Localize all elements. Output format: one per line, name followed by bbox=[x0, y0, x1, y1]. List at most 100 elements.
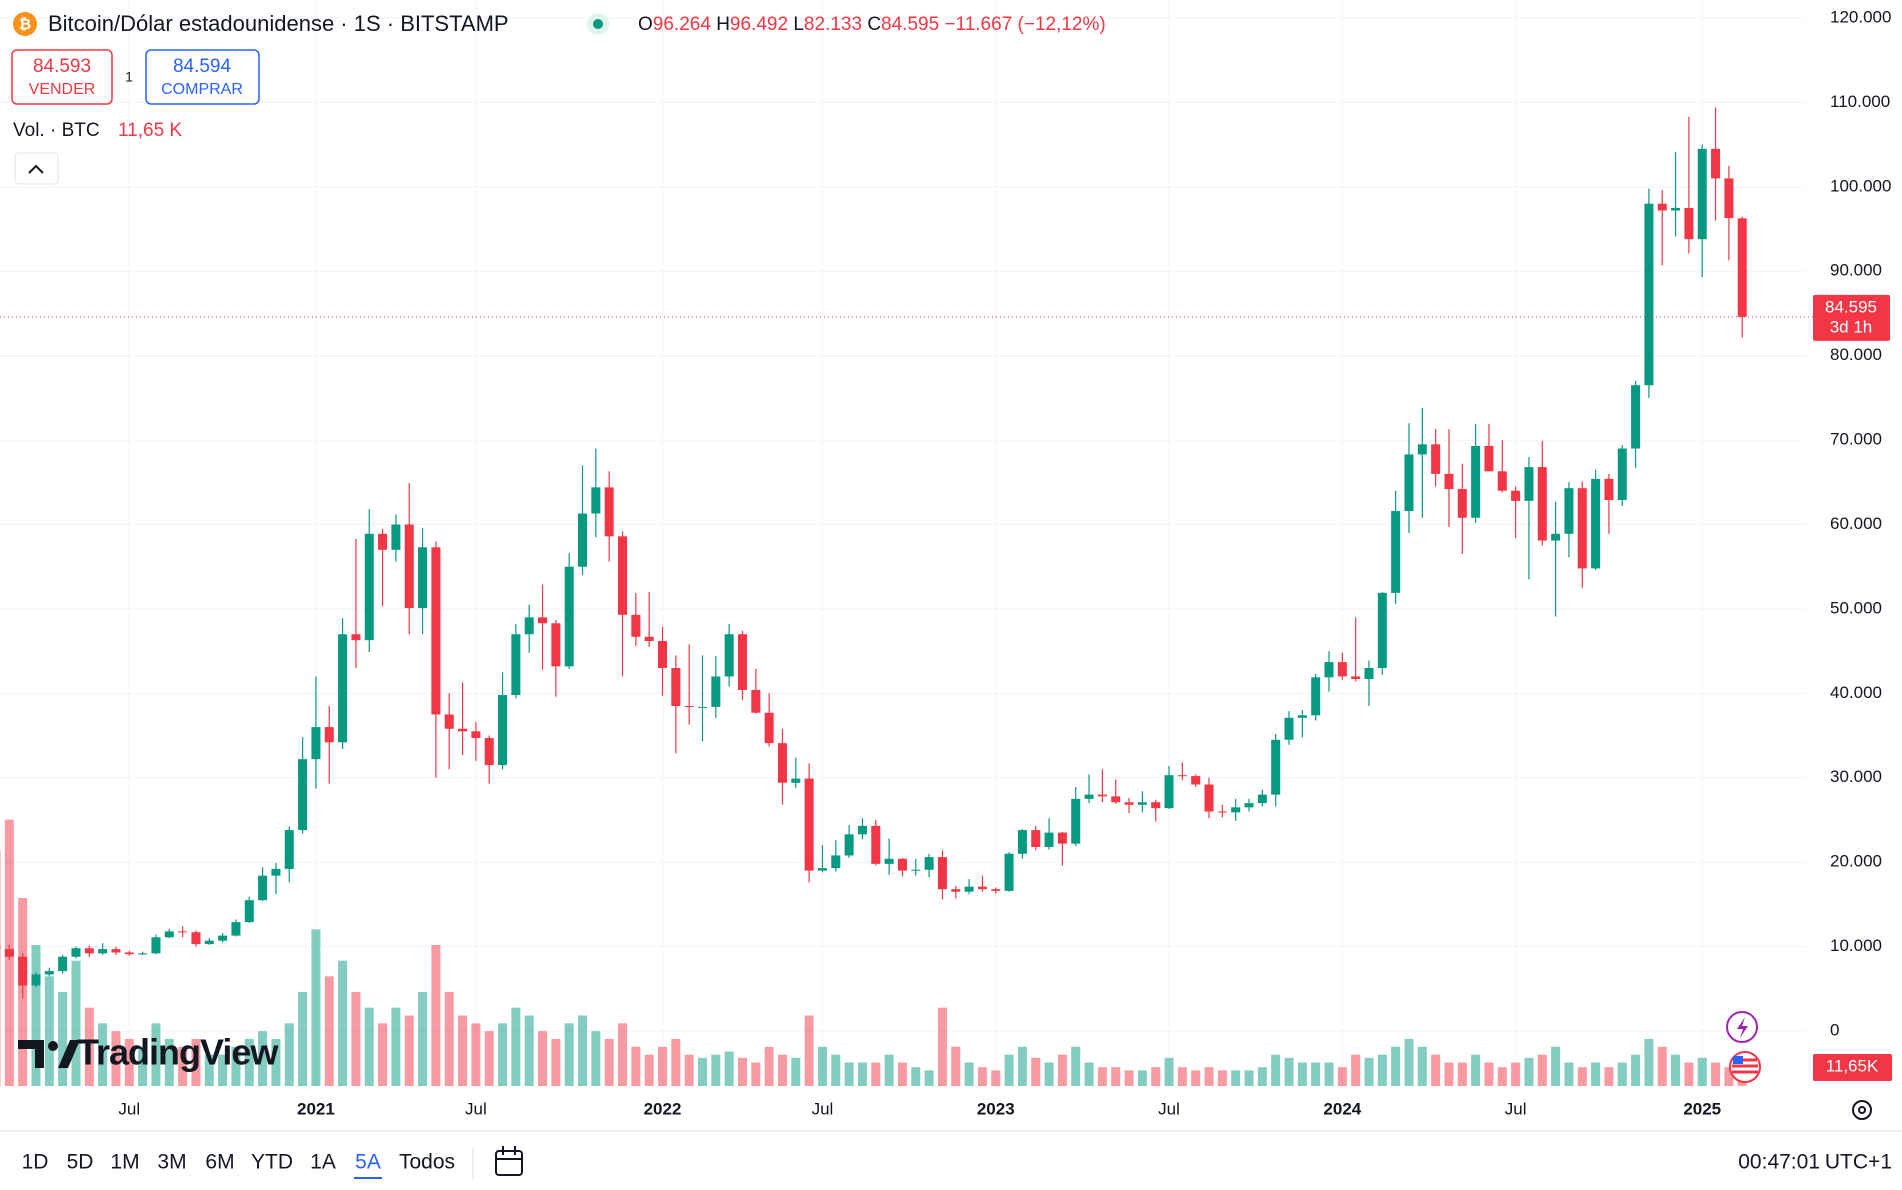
volume-bar bbox=[1111, 1067, 1121, 1086]
volume-bar bbox=[631, 1046, 641, 1086]
sell-box[interactable] bbox=[11, 49, 113, 105]
candle-body bbox=[311, 727, 321, 760]
candle-body bbox=[751, 689, 761, 713]
buy-button[interactable]: 84.594 COMPRAR bbox=[145, 49, 260, 105]
volume-bar bbox=[1164, 1057, 1174, 1086]
volume-bar bbox=[511, 1007, 521, 1086]
candle-body bbox=[737, 634, 747, 690]
volume-bar bbox=[791, 1057, 801, 1086]
range-button[interactable]: 1D bbox=[22, 1151, 49, 1174]
volume-bar bbox=[658, 1046, 667, 1086]
volume-bar bbox=[684, 1054, 694, 1086]
range-button[interactable]: 6M bbox=[205, 1151, 234, 1174]
countdown-label: 3d 1h bbox=[1830, 317, 1873, 336]
candle-body bbox=[1497, 471, 1507, 491]
buy-label[interactable]: COMPRAR bbox=[161, 81, 243, 98]
volume-bar bbox=[1524, 1057, 1534, 1086]
ohlc-readout: O96.264 H96.492 L82.133 C84.595 −11.667 … bbox=[638, 14, 1106, 35]
candle-body bbox=[844, 834, 854, 856]
date-range-button[interactable] bbox=[495, 1146, 523, 1176]
volume-bar bbox=[1137, 1070, 1147, 1086]
candle-body bbox=[231, 922, 241, 936]
candle-body bbox=[1604, 478, 1614, 501]
volume-bar bbox=[391, 1007, 401, 1086]
range-button[interactable]: 5A bbox=[355, 1151, 381, 1174]
volume-bar bbox=[298, 992, 308, 1086]
volume-bar bbox=[1231, 1070, 1241, 1086]
range-toolbar: 1D 5D 1M 3M 6M YTD 1A 5A Todos bbox=[22, 1151, 455, 1179]
range-button[interactable]: 5D bbox=[67, 1151, 94, 1174]
ohlc-letter: C bbox=[867, 14, 881, 35]
settings-icon[interactable] bbox=[1852, 1100, 1872, 1120]
range-button[interactable]: YTD bbox=[251, 1151, 293, 1174]
volume-bar bbox=[591, 1031, 601, 1086]
volume-bar bbox=[964, 1062, 974, 1086]
volume-bar bbox=[164, 1039, 174, 1086]
buy-box[interactable] bbox=[145, 49, 260, 105]
volume-bar bbox=[471, 1023, 481, 1086]
collapse-button[interactable] bbox=[14, 152, 59, 185]
buy-price[interactable]: 84.594 bbox=[173, 56, 232, 77]
volume-bar bbox=[644, 1054, 654, 1086]
volume-bar bbox=[1351, 1054, 1361, 1086]
timezone[interactable]: UTC+1 bbox=[1825, 1151, 1892, 1174]
candle-body bbox=[0, 945, 1, 950]
volume-bar bbox=[671, 1039, 681, 1086]
volume-bar bbox=[1457, 1062, 1467, 1086]
sell-price[interactable]: 84.593 bbox=[33, 56, 91, 77]
y-tick-label: 90.000 bbox=[1830, 261, 1882, 280]
volume-bar bbox=[498, 1023, 508, 1086]
x-tick-label: 2024 bbox=[1323, 1099, 1361, 1118]
volume-bar bbox=[991, 1070, 1001, 1086]
candle-body bbox=[1137, 802, 1147, 805]
volume-bar bbox=[817, 1046, 827, 1086]
volume-bar bbox=[1057, 1054, 1067, 1086]
candle-body bbox=[991, 889, 1001, 891]
volume-bar bbox=[84, 1007, 94, 1086]
candle-body bbox=[498, 695, 508, 766]
plot-area bbox=[0, 0, 1813, 1090]
sell-button[interactable]: 84.593 VENDER bbox=[11, 49, 113, 105]
candle-body bbox=[458, 728, 468, 732]
volume-bar bbox=[1657, 1046, 1667, 1086]
candle-body bbox=[764, 712, 774, 744]
chart-title[interactable]: Bitcoin/Dólar estadounidense · 1S · BITS… bbox=[48, 11, 509, 36]
candle-body bbox=[1404, 454, 1414, 511]
volume-bar bbox=[884, 1054, 894, 1086]
candle-body bbox=[1697, 148, 1707, 240]
volume-bar bbox=[764, 1046, 774, 1086]
range-button[interactable]: 1A bbox=[310, 1151, 336, 1174]
candle-body bbox=[1017, 830, 1027, 854]
volume-bar bbox=[1484, 1062, 1494, 1086]
candle-body bbox=[1724, 178, 1734, 219]
range-button[interactable]: 1M bbox=[110, 1151, 139, 1174]
candle-body bbox=[1151, 802, 1161, 809]
volume-bar bbox=[1564, 1062, 1574, 1086]
volume-bar bbox=[204, 1054, 214, 1086]
volume-bar bbox=[351, 992, 361, 1086]
volume-bar bbox=[111, 1031, 121, 1086]
candle-body bbox=[351, 634, 361, 641]
candle-body bbox=[191, 932, 201, 945]
volume-bar bbox=[1124, 1070, 1134, 1086]
candle-body bbox=[591, 487, 601, 514]
candle-body bbox=[871, 825, 881, 864]
calendar-icon[interactable] bbox=[495, 1150, 523, 1176]
volume-bar bbox=[1684, 1062, 1694, 1086]
range-button[interactable]: 3M bbox=[157, 1151, 186, 1174]
y-tick-label: 60.000 bbox=[1830, 514, 1882, 533]
volume-bar bbox=[271, 1039, 281, 1086]
volume-bar bbox=[364, 1007, 374, 1086]
candle-body bbox=[1377, 592, 1387, 669]
candle-body bbox=[271, 868, 281, 876]
status-dot bbox=[593, 19, 603, 29]
range-button[interactable]: Todos bbox=[399, 1151, 455, 1174]
volume-bar bbox=[711, 1054, 721, 1086]
volume-bar bbox=[31, 945, 41, 1086]
sell-label[interactable]: VENDER bbox=[29, 81, 96, 98]
y-tick-label: 30.000 bbox=[1830, 767, 1882, 786]
candle-body bbox=[1244, 803, 1254, 808]
candle-body bbox=[18, 956, 28, 986]
candle-body bbox=[1031, 830, 1041, 847]
ohlc-letter: H bbox=[716, 14, 730, 35]
